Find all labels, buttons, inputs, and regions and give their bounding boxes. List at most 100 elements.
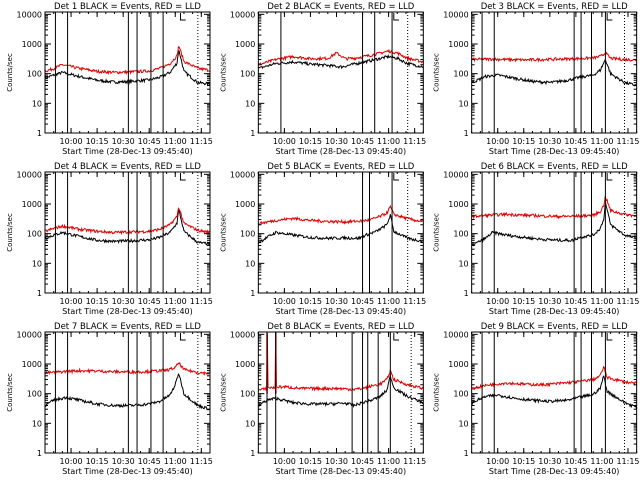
y-tick-label: 10	[245, 99, 255, 108]
x-tick-label: 11:00	[590, 137, 613, 146]
x-tick-label: 11:00	[377, 297, 400, 306]
x-tick-label: 10:45	[138, 297, 161, 306]
x-tick-label: 10:15	[512, 457, 535, 466]
x-tick-label: 10:30	[538, 457, 561, 466]
x-tick-label: 10:00	[486, 457, 509, 466]
y-tick-label: 10000	[17, 170, 42, 179]
x-tick-label: 11:00	[377, 457, 400, 466]
segment-glyph	[393, 13, 400, 21]
x-tick-label: 10:30	[538, 297, 561, 306]
series-line-events	[471, 59, 637, 87]
x-tick-label: 11:00	[164, 137, 187, 146]
y-tick-label: 100	[240, 230, 255, 239]
x-tick-label: 10:15	[299, 297, 322, 306]
segment-glyph	[179, 13, 186, 21]
x-axis-label: Start Time (28-Dec-13 09:45:40)	[276, 467, 407, 476]
x-tick-label: 11:15	[616, 457, 639, 466]
y-axis-label: Counts/sec	[433, 213, 441, 252]
x-tick-label: 10:15	[512, 137, 535, 146]
series-line-events	[44, 372, 211, 411]
series-line-events	[257, 374, 424, 408]
x-tick-label: 10:45	[564, 137, 587, 146]
y-tick-label: 1	[250, 449, 255, 458]
chart-panel-4: 1 10 100 1000 10000 10:00 10:15 10:30 10:45 11:00…	[6, 162, 213, 316]
y-tick-label: 1000	[22, 360, 42, 369]
y-tick-label: 10000	[17, 330, 42, 339]
y-tick-label: 1	[464, 449, 469, 458]
y-tick-label: 1	[250, 129, 255, 138]
x-tick-label: 10:15	[299, 457, 322, 466]
y-tick-label: 10000	[230, 330, 255, 339]
x-tick-label: 10:00	[273, 297, 296, 306]
x-tick-label: 10:30	[112, 137, 135, 146]
y-tick-label: 1000	[22, 200, 42, 209]
y-tick-label: 10000	[443, 170, 468, 179]
x-tick-label: 10:00	[486, 137, 509, 146]
plot-frame	[257, 331, 424, 454]
x-tick-label: 10:30	[325, 297, 348, 306]
series-line-lld	[471, 365, 637, 391]
x-tick-label: 10:30	[112, 297, 135, 306]
plot-frame	[471, 171, 638, 294]
y-tick-label: 1000	[448, 200, 468, 209]
x-tick-label: 11:15	[190, 137, 213, 146]
y-tick-label: 100	[240, 70, 255, 79]
series-line-lld	[44, 361, 210, 377]
x-tick-label: 11:15	[190, 297, 213, 306]
y-tick-label: 1	[464, 129, 469, 138]
x-tick-label: 10:30	[112, 457, 135, 466]
x-axis-label: Start Time (28-Dec-13 09:45:40)	[276, 307, 407, 316]
y-tick-label: 1000	[448, 40, 468, 49]
x-tick-label: 10:30	[325, 137, 348, 146]
x-axis-label: Start Time (28-Dec-13 09:45:40)	[62, 467, 193, 476]
y-tick-label: 10000	[443, 10, 468, 19]
x-tick-label: 11:00	[590, 297, 613, 306]
segment-glyph	[606, 13, 613, 21]
x-tick-label: 10:00	[60, 297, 83, 306]
x-tick-label: 10:45	[351, 137, 374, 146]
x-tick-label: 10:00	[60, 457, 83, 466]
segment-glyph	[606, 333, 613, 341]
y-tick-label: 1000	[235, 200, 255, 209]
x-tick-label: 10:45	[564, 457, 587, 466]
y-axis-label: Counts/sec	[219, 53, 227, 92]
y-axis-label: Counts/sec	[6, 213, 14, 252]
chart-panel-5: 1 10 100 1000 10000 10:00 10:15 10:30 10:45 11:00…	[219, 162, 426, 316]
x-tick-label: 11:15	[616, 297, 639, 306]
x-tick-label: 10:15	[86, 457, 109, 466]
y-tick-label: 1000	[448, 360, 468, 369]
x-tick-label: 10:00	[273, 457, 296, 466]
y-tick-label: 100	[240, 390, 255, 399]
y-tick-label: 100	[453, 230, 468, 239]
x-axis-label: Start Time (28-Dec-13 09:45:40)	[276, 147, 407, 156]
x-tick-label: 11:00	[377, 137, 400, 146]
y-tick-label: 10	[32, 99, 42, 108]
chart-panel-3: 1 10 100 1000 10000 10:00 10:15 10:30 10:45 11:00…	[433, 2, 640, 156]
y-tick-label: 100	[27, 390, 42, 399]
y-axis-label: Counts/sec	[219, 373, 227, 412]
chart-panel-7: 1 10 100 1000 10000 10:00 10:15 10:30 10:45 11:00…	[6, 322, 213, 476]
series-line-lld	[471, 195, 637, 220]
x-axis-label: Start Time (28-Dec-13 09:45:40)	[489, 307, 620, 316]
x-tick-label: 10:30	[538, 137, 561, 146]
plot-frame	[44, 171, 211, 294]
plot-frame	[44, 11, 211, 134]
chart-title: Det 3 BLACK = Events, RED = LLD	[481, 2, 628, 12]
x-tick-label: 10:15	[512, 297, 535, 306]
y-tick-label: 100	[453, 390, 468, 399]
x-axis-label: Start Time (28-Dec-13 09:45:40)	[62, 147, 193, 156]
y-axis-label: Counts/sec	[6, 373, 14, 412]
y-tick-label: 10000	[17, 10, 42, 19]
x-tick-label: 10:45	[351, 457, 374, 466]
series-line-events	[257, 214, 424, 244]
chart-title: Det 9 BLACK = Events, RED = LLD	[481, 322, 628, 332]
plot-frame	[471, 331, 638, 454]
y-tick-label: 1	[37, 449, 42, 458]
y-axis-label: Counts/sec	[6, 53, 14, 92]
series-line-events	[471, 375, 637, 409]
x-tick-label: 10:00	[273, 137, 296, 146]
x-tick-label: 11:00	[590, 457, 613, 466]
series-line-lld	[44, 207, 211, 236]
y-tick-label: 10000	[230, 170, 255, 179]
x-tick-label: 10:15	[299, 137, 322, 146]
